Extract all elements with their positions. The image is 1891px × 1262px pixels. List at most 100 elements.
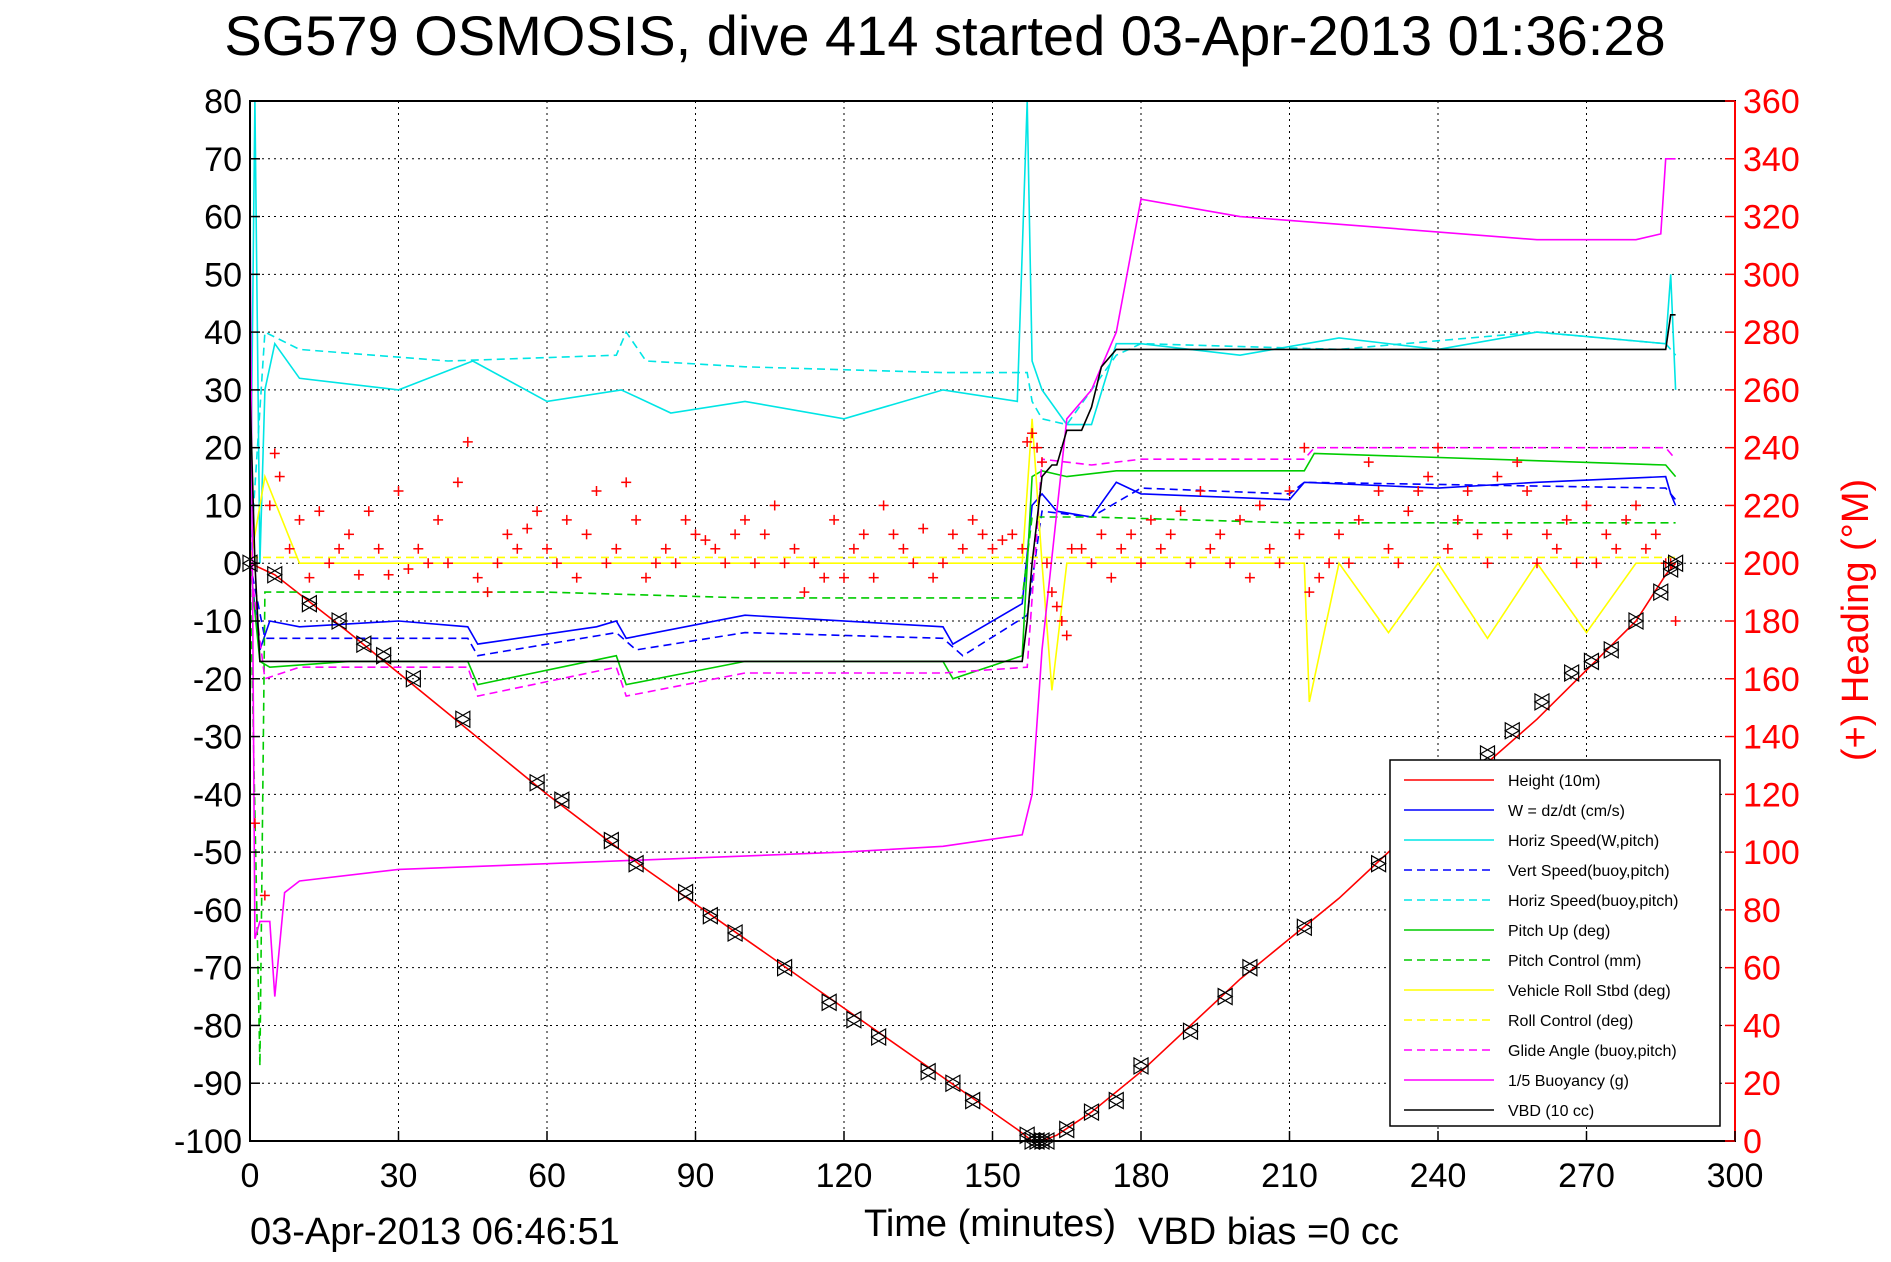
y-tick-label: 0 [223, 545, 242, 583]
heading-point [1452, 514, 1463, 525]
x-tick-label: 150 [964, 1157, 1021, 1195]
height-marker [964, 1091, 981, 1110]
heading-point [908, 558, 919, 569]
height-marker-left [702, 906, 718, 925]
heading-point [938, 558, 948, 569]
heading-point [542, 543, 552, 554]
height-marker [1370, 854, 1387, 873]
heading-point [1032, 442, 1043, 453]
y-tick-label: -60 [193, 892, 242, 930]
height-marker [944, 1074, 962, 1093]
height-marker [454, 710, 472, 729]
height-marker [1667, 554, 1684, 573]
heading-point [1532, 558, 1542, 569]
heading-point [848, 543, 859, 554]
height-marker [845, 1010, 863, 1029]
heading-point [987, 543, 998, 554]
y2-tick-label: 320 [1743, 199, 1800, 237]
x-tick-label: 120 [816, 1157, 873, 1195]
series-line [249, 452, 1677, 686]
height-marker [266, 565, 283, 584]
legend-entry: Horiz Speed(buoy,pitch) [1508, 893, 1678, 910]
height-marker [405, 669, 422, 688]
right-axis: 3603403203002802602402202001801601401201… [1725, 83, 1800, 1161]
y-tick-label: -70 [193, 950, 242, 988]
heading-point [1165, 529, 1176, 540]
heading-point [789, 543, 800, 554]
y2-tick-label: 360 [1743, 83, 1800, 121]
heading-point [680, 514, 691, 525]
heading-point [551, 558, 562, 569]
heading-point [1442, 543, 1453, 554]
legend-entry: Horiz Speed(W,pitch) [1508, 833, 1659, 850]
y-tick-label: 20 [204, 430, 242, 468]
height-marker-left [301, 594, 317, 613]
height-marker [1296, 918, 1313, 937]
y2-tick-label: 240 [1743, 430, 1800, 468]
heading-point [1175, 506, 1186, 517]
height-marker-left [919, 1062, 936, 1081]
height-marker [919, 1062, 937, 1081]
heading-point [641, 572, 651, 583]
height-marker [553, 791, 571, 810]
heading-point [1061, 630, 1072, 641]
height-marker-left [553, 791, 570, 810]
heading-point [1056, 616, 1067, 626]
height-marker [1058, 1120, 1075, 1139]
heading-point [249, 818, 260, 829]
x-axis-label: Time (minutes) [864, 1203, 1116, 1245]
y2-tick-label: 60 [1743, 950, 1781, 988]
series-line [249, 158, 1676, 997]
heading-point [1205, 543, 1216, 554]
footer-timestamp: 03-Apr-2013 06:46:51 [250, 1211, 620, 1253]
height-marker-left [1083, 1103, 1100, 1122]
height-marker [1563, 663, 1580, 683]
heading-point [1235, 514, 1245, 525]
height-marker [330, 611, 348, 631]
height-marker-left [1504, 721, 1520, 740]
y2-tick-label: 120 [1743, 776, 1800, 814]
heading-point [1116, 543, 1127, 554]
series-line [249, 475, 1677, 651]
legend-entry: Roll Control (deg) [1508, 1013, 1633, 1030]
height-marks [241, 554, 1684, 1151]
heading-point [1304, 587, 1315, 598]
y2-tick-label: 260 [1743, 372, 1800, 410]
y2-tick-label: 0 [1743, 1123, 1762, 1161]
heading-point [799, 587, 810, 598]
heading-point [888, 529, 899, 540]
heading-point [1041, 558, 1052, 569]
heading-point [631, 514, 642, 525]
heading-point [443, 558, 453, 569]
x-tick-label: 30 [380, 1157, 418, 1195]
legend-entry: Pitch Up (deg) [1508, 923, 1610, 940]
height-marker [1132, 1056, 1150, 1075]
height-marker [820, 993, 838, 1012]
heading-point [839, 572, 849, 583]
heading-point [452, 477, 463, 488]
y2-tick-label: 180 [1743, 603, 1800, 641]
heading-point [1145, 514, 1156, 525]
heading-point [522, 523, 533, 534]
heading-point [749, 558, 760, 569]
height-marker [1216, 987, 1234, 1006]
heading-point [1046, 587, 1057, 598]
height-marker [355, 635, 373, 654]
heading-point [1383, 543, 1394, 554]
height-marker-left [528, 773, 545, 792]
height-marker-left [266, 565, 283, 584]
heading-point [1512, 457, 1523, 468]
heading-point [1314, 572, 1325, 583]
legend-entry: Vehicle Roll Stbd (deg) [1508, 983, 1671, 1000]
legend-entry: Height (10m) [1508, 773, 1600, 790]
heading-point [918, 523, 929, 534]
height-marker-left [454, 710, 471, 729]
heading-point [1017, 543, 1028, 554]
y2-tick-label: 340 [1743, 141, 1800, 179]
height-marker [870, 1027, 887, 1047]
series-line [249, 313, 1676, 663]
heading-point [1324, 558, 1335, 569]
height-marker-left [1241, 958, 1258, 977]
y-tick-label: -50 [193, 834, 242, 872]
